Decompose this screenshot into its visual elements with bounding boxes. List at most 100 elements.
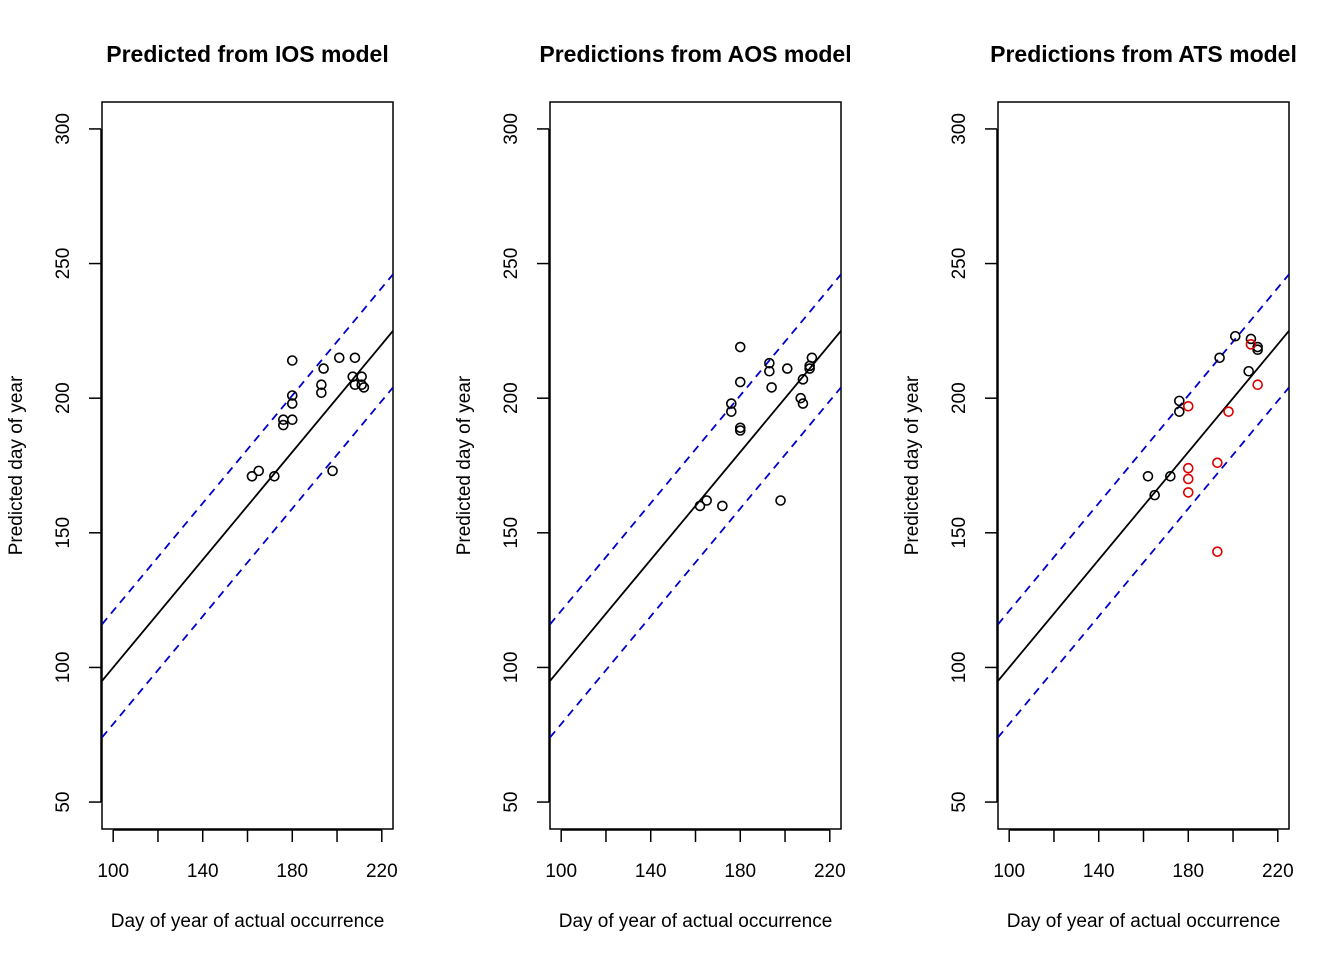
- x-axis: 100 140 180 220: [545, 829, 846, 882]
- chart-title: Predicted from IOS model: [106, 41, 388, 67]
- y-axis: 50 100 150 200 250 300: [53, 113, 102, 813]
- data-point: [316, 379, 327, 391]
- data-point: [1212, 546, 1223, 557]
- data-point: [333, 352, 345, 364]
- plot-frame: [549, 101, 842, 830]
- chart-title: Predictions from ATS model: [990, 41, 1297, 67]
- plot-frame: [997, 101, 1290, 830]
- data-point: [1245, 339, 1257, 350]
- fit-line: [102, 330, 393, 682]
- data-point: [1243, 365, 1255, 377]
- x-tick-label: 180: [276, 861, 308, 882]
- data-point: [734, 422, 746, 434]
- data-point: [278, 414, 289, 426]
- data-point: [1182, 473, 1194, 485]
- data-point: [318, 363, 329, 374]
- data-point: [1165, 470, 1176, 482]
- y-axis: 50 100 150 200 250 300: [501, 113, 550, 813]
- data-point: [781, 363, 793, 374]
- panel-1: Predicted from IOS model 100 140 180 220 Day …: [6, 41, 398, 932]
- x-tick-label: 100: [545, 861, 577, 882]
- y-tick-label: 150: [949, 517, 970, 549]
- upper-band-line: [998, 273, 1289, 625]
- data-point: [795, 392, 807, 404]
- data-point: [734, 376, 746, 388]
- data-point: [1214, 352, 1225, 364]
- y-tick-label: 200: [949, 382, 970, 414]
- y-axis: 50 100 150 200 250 300: [949, 113, 998, 813]
- y-tick-label: 300: [53, 113, 74, 145]
- x-tick-label: 100: [993, 861, 1025, 882]
- data-point: [764, 357, 775, 369]
- data-point: [1174, 406, 1185, 417]
- y-tick-label: 300: [949, 113, 970, 145]
- y-tick-label: 50: [501, 792, 522, 813]
- data-point: [1252, 344, 1263, 356]
- reference-lines: [102, 273, 393, 739]
- data-point: [1182, 487, 1194, 498]
- data-point: [1182, 462, 1194, 474]
- data-point: [286, 390, 298, 401]
- chart-title: Predictions from AOS model: [539, 41, 851, 67]
- x-axis-label: Day of year of actual occurrence: [559, 911, 833, 932]
- data-point: [1223, 406, 1234, 417]
- x-tick-label: 180: [724, 861, 756, 882]
- fit-line: [998, 330, 1289, 682]
- data-point: [1229, 330, 1241, 342]
- y-tick-label: 250: [501, 248, 522, 280]
- panel-2: Predictions from AOS model 100 140 180 220 Da…: [454, 41, 852, 932]
- data-point: [286, 414, 298, 426]
- data-point: [1245, 333, 1257, 345]
- data-point: [286, 398, 298, 409]
- x-axis: 100 140 180 220: [993, 829, 1294, 882]
- data-point: [1142, 470, 1154, 482]
- data-point: [1174, 395, 1185, 407]
- lower-band-line: [998, 386, 1289, 739]
- data-point: [726, 406, 737, 417]
- data-point: [806, 352, 818, 364]
- data-point: [286, 355, 298, 366]
- x-axis-label: Day of year of actual occurrence: [1007, 911, 1281, 932]
- y-axis-label: Predicted day of year: [902, 375, 923, 555]
- data-point: [1252, 379, 1263, 391]
- series-1: [1142, 330, 1263, 501]
- x-axis: 100 140 180 220: [97, 829, 398, 882]
- y-tick-label: 50: [53, 792, 74, 813]
- data-point: [734, 341, 746, 353]
- x-tick-label: 140: [1083, 861, 1115, 882]
- y-tick-label: 150: [501, 517, 522, 549]
- y-tick-label: 200: [53, 382, 74, 414]
- data-point: [1149, 489, 1160, 501]
- y-tick-label: 100: [501, 652, 522, 684]
- y-tick-label: 100: [53, 652, 74, 684]
- plot-frame: [101, 101, 394, 830]
- y-tick-label: 150: [53, 517, 74, 549]
- data-point: [327, 465, 338, 477]
- x-tick-label: 220: [1262, 861, 1294, 882]
- reference-lines: [998, 273, 1289, 739]
- data-point: [269, 470, 280, 482]
- data-point: [797, 374, 809, 385]
- y-tick-label: 300: [501, 113, 522, 145]
- y-tick-label: 50: [949, 792, 970, 813]
- x-tick-label: 140: [635, 861, 667, 882]
- lower-band-line: [102, 386, 393, 739]
- data-point: [775, 495, 786, 506]
- data-point: [726, 398, 737, 409]
- x-tick-label: 220: [366, 861, 398, 882]
- data-point: [253, 465, 264, 477]
- x-tick-label: 100: [97, 861, 129, 882]
- data-point: [278, 419, 289, 431]
- panel-3: Predictions from ATS model 100 140 180 220 Da…: [902, 41, 1297, 932]
- data-point: [356, 379, 367, 391]
- y-tick-label: 250: [53, 248, 74, 280]
- series-2: [1182, 339, 1263, 557]
- y-tick-label: 200: [501, 382, 522, 414]
- series-1: [694, 341, 818, 512]
- data-point: [358, 382, 370, 393]
- x-axis-label: Day of year of actual occurrence: [111, 911, 385, 932]
- y-axis-label: Predicted day of year: [6, 375, 27, 555]
- data-point: [349, 352, 361, 364]
